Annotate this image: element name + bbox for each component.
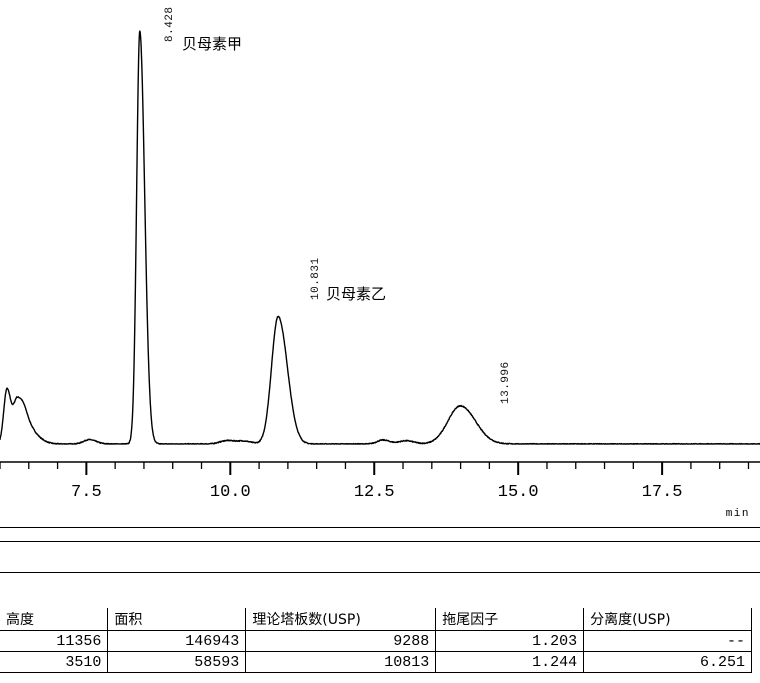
cell-area: 58593 [107,651,247,673]
peak-3-retention-time-label: 13.996 [500,361,512,404]
chromatogram-signal-trace [0,30,760,445]
column-header-area: 面积 [107,608,247,631]
table-header-row: 高度 面积 理论塔板数(USP) 拖尾因子 分离度(USP) [0,608,752,631]
x-axis-tick-label: 17.5 [642,483,683,502]
column-header-resolution: 分离度(USP) [583,608,752,631]
chromatogram-trace-svg [0,30,760,445]
cell-plates: 10813 [245,651,437,673]
cell-height: 11356 [0,630,109,652]
peak-1-compound-label: 贝母素甲 [182,35,243,53]
x-axis: 7.5 10.0 12.5 15.0 17.5 [0,455,760,515]
chromatogram-plot: 8.428 贝母素甲 10.831 贝母素乙 13.996 [0,6,760,445]
x-axis-tick-label: 12.5 [354,483,395,502]
cell-tailing-factor: 1.244 [435,651,585,673]
column-header-height: 高度 [0,608,109,631]
peak-2-retention-time-label: 10.831 [310,257,322,300]
x-axis-tick-labels: 7.5 10.0 12.5 15.0 17.5 [71,483,682,502]
separator-rule-top [0,527,760,528]
cell-area: 146943 [107,630,247,652]
cell-height: 3510 [0,651,109,673]
x-axis-svg: 7.5 10.0 12.5 15.0 17.5 [0,461,760,502]
peak-results-table: 高度 面积 理论塔板数(USP) 拖尾因子 分离度(USP) 11356 1469… [0,608,752,673]
peak-2-compound-label: 贝母素乙 [326,285,387,303]
cell-tailing-factor: 1.203 [435,630,585,652]
table-row: 3510 58593 10813 1.244 6.251 [0,651,752,673]
x-axis-unit-label: min [725,508,750,520]
cell-resolution: 6.251 [583,651,752,673]
x-axis-tick-label: 7.5 [71,483,102,502]
column-header-plates: 理论塔板数(USP) [245,608,437,631]
cell-resolution: -- [583,630,752,652]
x-axis-ticks [0,462,750,475]
cell-plates: 9288 [245,630,437,652]
table-row: 11356 146943 9288 1.203 -- [0,630,752,652]
column-header-tailing-factor: 拖尾因子 [435,608,585,631]
peak-1-retention-time-label: 8.428 [164,6,176,42]
x-axis-tick-label: 10.0 [210,483,251,502]
separator-rule-bottom [0,572,760,573]
x-axis-tick-label: 15.0 [498,483,539,502]
separator-rule-middle [0,541,760,542]
